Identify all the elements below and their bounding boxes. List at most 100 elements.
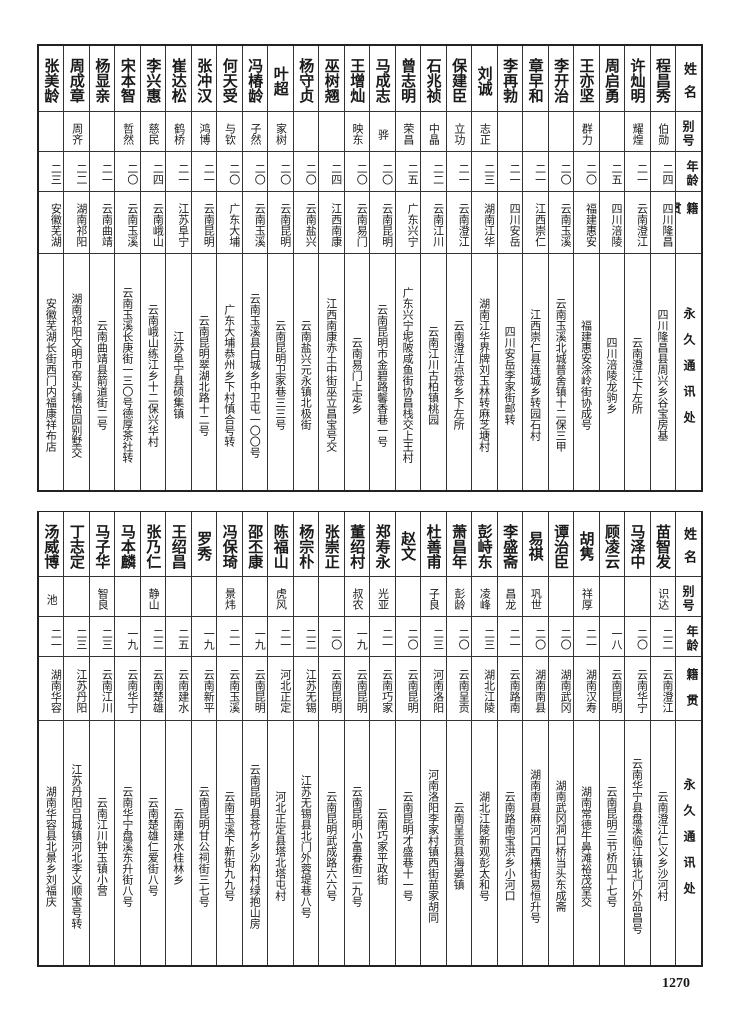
person-origin: 河南洛阳: [421, 657, 446, 721]
person-entry: 王亦坚 群力 二〇 福建惠安 福建惠安涂岭街协成号: [573, 46, 599, 490]
person-name: 许灿明: [625, 46, 650, 112]
person-alias: [115, 577, 140, 617]
person-alias: 凌峰: [472, 577, 497, 617]
person-origin: 江苏阜宁: [166, 192, 191, 254]
header-alias: 别号: [676, 112, 701, 152]
page-number: 1270: [662, 976, 690, 991]
person-name: 马子华: [89, 512, 115, 577]
person-alias: 池: [38, 577, 64, 617]
person-name: 保建臣: [446, 46, 472, 112]
person-origin: 江西南康: [319, 192, 344, 254]
person-origin: 湖南汉寿: [574, 657, 599, 721]
person-alias: [191, 577, 217, 617]
person-origin: 云南昆明: [599, 657, 625, 721]
person-origin: 云南华宁: [115, 657, 140, 721]
person-origin: 湖南祁阳: [64, 192, 89, 254]
person-address: 广东大埔恭州乡下村慎合号转: [222, 303, 236, 447]
header-origin: 籍贯: [676, 657, 701, 721]
person-age: 二一: [446, 152, 472, 192]
person-alias: 静山: [140, 577, 166, 617]
person-entry: 李开治 二〇 云南玉溪 云南玉溪北城普舍镇十二保三甲: [547, 46, 574, 490]
person-address: 江西南康赤土中街巫立昌宝号交: [324, 298, 338, 452]
person-address: 河北正定县塔北塔屯村: [273, 791, 287, 901]
person-entry: 李盛斋 昌龙 二一 云南路南 云南路南宝洪乡小河口: [496, 512, 523, 965]
person-age: 二〇: [242, 152, 268, 192]
person-origin: 湖北江陵: [472, 657, 497, 721]
person-alias: 周齐: [64, 112, 89, 152]
person-name: 郑寿永: [370, 512, 395, 577]
person-name: 曾志明: [395, 46, 421, 112]
person-entry: 张乃仁 静山 二二 云南楚雄 云南楚雄仁爱街八号: [139, 512, 166, 965]
person-alias: 家树: [268, 112, 293, 152]
person-alias: 鹤桥: [166, 112, 191, 152]
person-name: 马本麟: [115, 512, 140, 577]
person-age: 二一: [166, 152, 191, 192]
header-column: 姓名别号年龄籍贯永久通讯处: [675, 512, 701, 965]
person-entry: 杨宗朴 二二 江苏无锡 江苏无锡县北门外蓉堤巷八号: [292, 512, 319, 965]
person-alias: 中晶: [421, 112, 446, 152]
person-entry: 周启勇 二五 四川涪陵 四川涪陵龙驹乡: [598, 46, 625, 490]
person-name: 刘诚: [472, 46, 497, 112]
person-address: 云南华宁县盘溪临江镇北门外品昌号: [630, 758, 644, 934]
person-age: 二三: [472, 617, 497, 657]
person-origin: 河北正定: [268, 657, 293, 721]
person-address: 广东兴宁坭陂咸鱼街协昌栈交上王村: [401, 287, 415, 463]
person-age: 二二: [293, 617, 319, 657]
person-entry: 顾凌云 一八 云南昆明 云南昆明三节桥四十七号: [598, 512, 625, 965]
person-name: 杨显亲: [89, 46, 115, 112]
person-origin: 云南昆明: [268, 192, 293, 254]
person-alias: 与钦: [217, 112, 242, 152]
person-age: 二三: [421, 617, 446, 657]
person-address: 云南澄江下左所: [630, 336, 644, 414]
person-name: 张崇正: [319, 512, 344, 577]
person-entry: 陈福山 虎风 二一 河北正定 河北正定县塔北塔屯村: [267, 512, 293, 965]
person-entry: 曾志明 荣昌 二五 广东兴宁 广东兴宁坭陂咸鱼街协昌栈交上王村: [394, 46, 421, 490]
person-address: 云南玉溪县白城乡中卫屯一〇〇号: [248, 292, 262, 458]
person-alias: [242, 577, 268, 617]
header-name: 姓名: [676, 46, 701, 112]
person-alias: 志正: [472, 112, 497, 152]
person-age: 二〇: [319, 617, 344, 657]
person-origin: 云南玉溪: [115, 192, 140, 254]
person-entry: 许灿明 耀煌 二一 云南澄江 云南澄江下左所: [624, 46, 650, 490]
person-entry: 赵文 二〇 云南昆明 云南昆明才盛巷十一号: [394, 512, 421, 965]
person-address: 湖南祁阳文明市窑头铺怡园别墅交: [69, 292, 83, 458]
person-entry: 张崇正 二〇 云南昆明 云南昆明武成路六六号: [318, 512, 344, 965]
person-entry: 李再勃 二一 四川安岳 四川安岳李家街邮转: [496, 46, 523, 490]
person-address: 四川安岳李家街邮转: [503, 325, 517, 425]
person-entry: 杨守贞 二〇 云南盐兴 云南盐兴元永镇北极街: [292, 46, 319, 490]
person-address: 云南昆明县苍竹乡沙构村绿抱山房: [248, 763, 262, 929]
person-origin: 云南昆明: [191, 192, 217, 254]
person-origin: 云南江川: [421, 192, 446, 254]
person-address: 四川涪陵龙驹乡: [605, 336, 619, 414]
person-address: 四川隆昌县周兴乡谷宝房基: [656, 309, 669, 441]
person-age: 二〇: [574, 152, 599, 192]
person-address: 云南曲靖县箭道街二号: [95, 320, 109, 430]
person-name: 崔达松: [166, 46, 191, 112]
person-name: 李兴惠: [140, 46, 166, 112]
person-entry: 章早和 二一 江西崇仁 江西崇仁县连城乡转园石村: [522, 46, 548, 490]
person-origin: 云南华宁: [625, 657, 650, 721]
person-alias: 景炜: [217, 577, 242, 617]
person-age: 二二: [421, 152, 446, 192]
person-address: 云南昆明卫家巷三三号: [273, 320, 287, 430]
person-age: 一九: [115, 617, 140, 657]
person-entry: 马本麟 一九 云南华宁 云南华宁盘溪东升街八号: [114, 512, 140, 965]
person-origin: 云南澄江: [650, 657, 675, 721]
person-alias: 巩世: [523, 577, 548, 617]
person-origin: 云南昆明: [242, 657, 268, 721]
person-alias: 昌龙: [497, 577, 523, 617]
person-age: 二四: [650, 152, 675, 192]
person-address: 江苏无锡县北门外蓉堤巷八号: [299, 774, 313, 918]
person-age: 二一: [523, 152, 548, 192]
person-address: 云南昆明才盛巷十一号: [401, 791, 415, 901]
person-address: 云南澄江仁义乡沙河村: [656, 791, 669, 901]
person-address: 湖南武冈洞口桥当头东成斋: [554, 780, 568, 912]
person-entry: 崔达松 鹤桥 二一 江苏阜宁 江苏阜宁县硕集镇: [165, 46, 191, 490]
person-name: 何天受: [217, 46, 242, 112]
person-alias: [599, 577, 625, 617]
person-alias: [89, 112, 115, 152]
person-entry: 石兆祯 中晶 二二 云南江川 云南江川古柏镇桃园: [420, 46, 446, 490]
person-origin: 云南曲靖: [89, 192, 115, 254]
